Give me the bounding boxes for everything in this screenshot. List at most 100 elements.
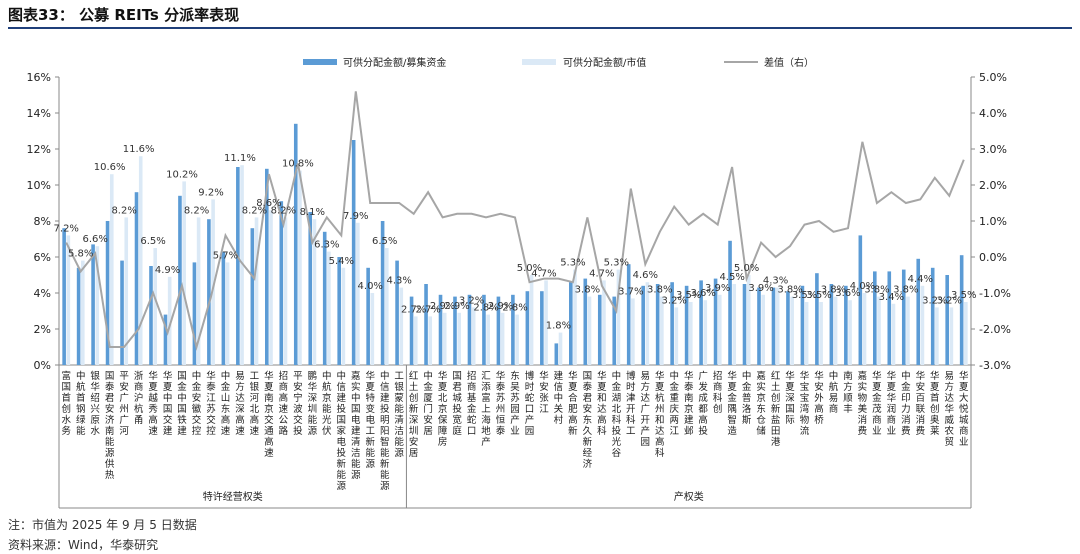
legend-label: 可供分配金额/募集资金 [343, 56, 446, 69]
bar-yield-on-market-value [515, 314, 519, 365]
bar-yield-on-market-value [761, 294, 765, 365]
data-label: 10.2% [166, 169, 198, 180]
bar-yield-on-market-value [660, 296, 664, 365]
category-label: 中航首钢绿能 [76, 370, 86, 437]
data-label: 3.7% [618, 286, 643, 297]
bar-yield-on-market-value [906, 296, 910, 365]
category-label: 国君城投宽庭 [452, 371, 462, 437]
category-label: 华夏南京交通高速 [264, 370, 274, 459]
bar-yield-on-raised [221, 251, 226, 365]
bar-yield-on-market-value [428, 316, 433, 365]
data-label: 4.7% [589, 268, 614, 279]
bar-yield-on-market-value [573, 269, 577, 365]
category-label: 华泰苏州恒泰 [496, 370, 506, 437]
bar-yield-on-raised [713, 278, 718, 365]
category-label: 华夏杭州和达高科 [655, 370, 665, 459]
data-label: 4.3% [763, 276, 788, 287]
left-tick-label: 8% [34, 215, 51, 228]
bar-yield-on-raised [742, 284, 747, 365]
bar-yield-on-market-value [616, 269, 621, 365]
bar-yield-on-market-value [413, 316, 418, 365]
category-label: 建信中关村 [554, 370, 564, 426]
bar-yield-on-raised [250, 228, 255, 365]
bar-yield-on-market-value [819, 302, 823, 365]
data-label: 8.2% [242, 205, 267, 216]
bar-yield-on-market-value [891, 303, 896, 365]
bar-yield-on-market-value [298, 170, 302, 365]
group-label: 特许经营权类 [203, 490, 263, 503]
bar-yield-on-market-value [717, 294, 722, 365]
category-label: 易方达广开产园 [641, 371, 651, 448]
bar-yield-on-raised [322, 231, 327, 365]
bar-yield-on-raised [207, 219, 211, 365]
data-label: 5.3% [604, 258, 629, 269]
category-label: 招商科创 [713, 370, 723, 415]
reits-distribution-chart: 0% 2% 4% 6% 8% 10% 12% 14% 16% -3.0% -2.0% -1.0% 0.0… [27, 56, 1011, 509]
bar-yield-on-market-value [312, 219, 317, 365]
category-label: 工银河北高速 [250, 371, 260, 437]
left-tick-label: 14% [27, 107, 51, 120]
category-label: 南方顺丰 [843, 370, 853, 415]
bar-yield-on-raised [525, 291, 530, 365]
bar-yield-on-raised [467, 294, 472, 365]
bar-yield-on-raised [655, 284, 660, 365]
bar-yield-on-market-value [283, 217, 288, 365]
left-tick-label: 4% [34, 287, 51, 300]
category-label: 中航易商 [829, 370, 839, 415]
data-label: 8.2% [111, 205, 136, 216]
bar-yield-on-market-value [732, 284, 737, 365]
left-tick-label: 6% [34, 251, 51, 264]
bar-yield-on-raised [597, 294, 602, 365]
bar-yield-on-raised [815, 273, 819, 365]
data-label: 4.5% [719, 272, 744, 283]
category-label: 汇添富上海地产 [481, 371, 491, 448]
data-label: 4.4% [908, 274, 933, 285]
title-divider [8, 27, 1072, 29]
bar-yield-on-market-value [153, 248, 157, 365]
legend-swatch [303, 59, 337, 65]
bar-yield-on-market-value [645, 282, 650, 365]
bar-yield-on-raised [395, 260, 399, 365]
data-label: 3.9% [705, 283, 730, 294]
right-tick-label: 5.0% [979, 71, 1007, 84]
category-label: 国泰君安东久新经济 [583, 371, 593, 470]
bar-yield-on-raised [728, 240, 732, 365]
bar-yield-on-market-value [370, 293, 375, 365]
category-label: 国泰君安济南能源供热 [105, 371, 115, 481]
bar-yield-on-raised [453, 296, 457, 365]
category-label: 招商基金蛇口 [467, 370, 477, 437]
bar-yield-on-raised [192, 262, 197, 365]
bar-yield-on-raised [858, 235, 863, 365]
category-label: 嘉实京东仓储 [756, 370, 766, 437]
category-label: 华夏和达高科 [597, 370, 607, 437]
bar-yield-on-raised [380, 221, 385, 365]
right-tick-label: -1.0% [979, 287, 1011, 300]
category-label: 博时蛇口产园 [525, 370, 535, 437]
category-label: 华夏首创奥莱 [930, 370, 940, 437]
bar-yield-on-raised [930, 267, 935, 365]
data-label: 6.5% [140, 236, 165, 247]
data-label: 2.7% [415, 304, 440, 315]
data-label: 3.8% [777, 285, 802, 296]
right-tick-label: 0.0% [979, 251, 1007, 264]
category-label: 华夏北京保障房 [438, 370, 448, 448]
data-label: 3.5% [951, 290, 976, 301]
data-label: 3.5% [676, 290, 701, 301]
category-label: 工银蒙能清洁能源 [394, 371, 404, 459]
bar-yield-on-market-value [935, 307, 939, 365]
data-label: 5.3% [560, 258, 585, 269]
data-label: 6.5% [372, 236, 397, 247]
bar-yield-on-market-value [457, 312, 461, 365]
right-tick-label: 2.0% [979, 179, 1007, 192]
bar-yield-on-raised [699, 280, 703, 365]
right-tick-label: 1.0% [979, 215, 1007, 228]
bar-yield-on-market-value [124, 217, 129, 365]
category-label: 中金厦门安居 [423, 370, 433, 437]
data-label: 3.5% [792, 290, 817, 301]
category-label: 中航京能光伏 [322, 370, 332, 437]
data-label: 3.9% [748, 283, 773, 294]
bar-yield-on-raised [134, 192, 139, 365]
bar-yield-on-market-value [182, 181, 186, 365]
bar-yield-on-market-value [327, 251, 331, 365]
bar-yield-on-market-value [66, 235, 71, 365]
